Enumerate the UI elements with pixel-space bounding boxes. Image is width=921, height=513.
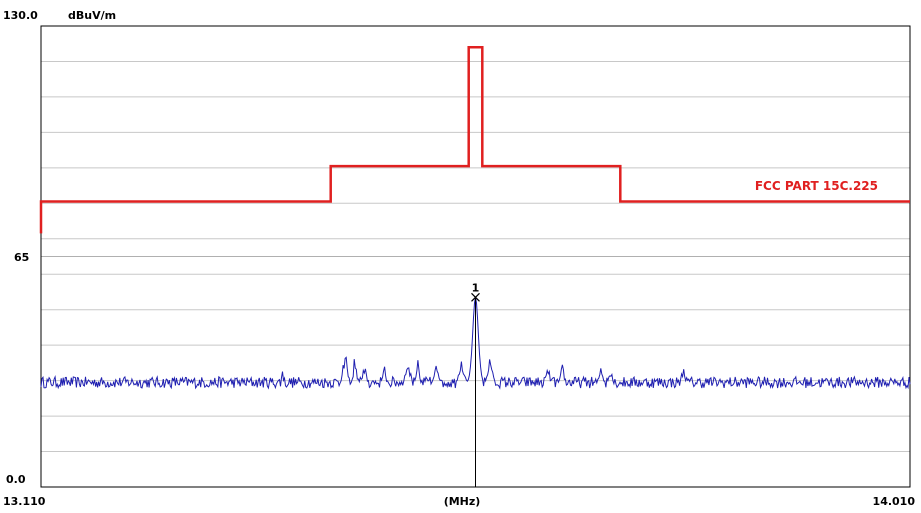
x-right-tick-label: 14.010: [873, 495, 916, 508]
y-top-tick-label: 130.0: [3, 9, 38, 22]
marker-label: 1: [472, 281, 480, 294]
y-mid-tick-label: 65: [14, 251, 29, 264]
marker-cross-icon: [471, 292, 480, 302]
x-unit-label: (MHz): [444, 495, 481, 508]
x-left-tick-label: 13.110: [3, 495, 46, 508]
y-bottom-tick-label: 0.0: [6, 473, 26, 486]
limit-line: [39, 46, 910, 234]
y-unit-label: dBuV/m: [68, 9, 116, 22]
limit-line-label: FCC PART 15C.225: [755, 179, 878, 193]
